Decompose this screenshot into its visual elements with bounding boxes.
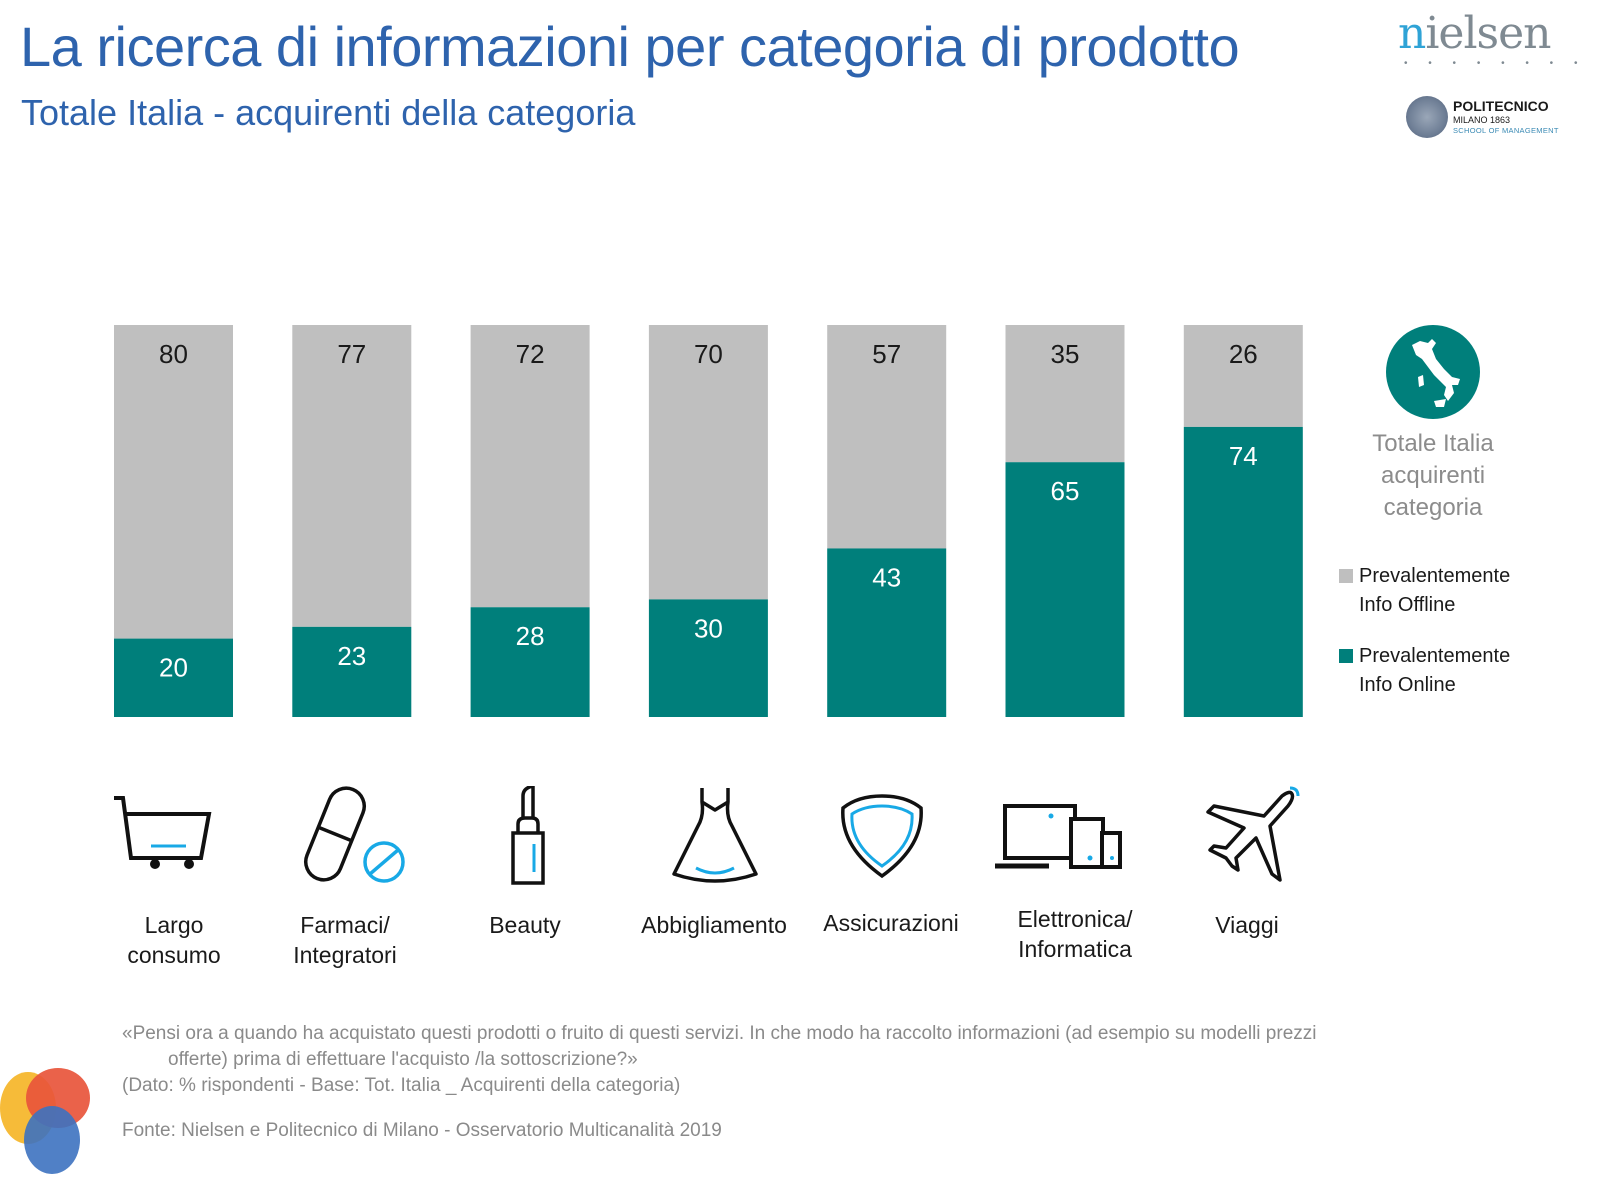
category-label-farmaci: Farmaci/Integratori	[255, 910, 435, 970]
italy-map-icon	[1412, 339, 1460, 407]
bar-offline	[648, 325, 768, 600]
category-label-assicurazioni: Assicurazioni	[801, 910, 981, 938]
pill-icon	[300, 786, 410, 886]
bar-offline	[114, 325, 233, 639]
dress-icon	[660, 786, 770, 886]
politecnico-logo-name: POLITECNICO	[1453, 98, 1549, 114]
data-label-offline: 26	[1229, 339, 1258, 369]
legend-swatch-online	[1339, 649, 1353, 663]
data-label-offline: 57	[872, 339, 901, 369]
bar-online	[1183, 426, 1303, 717]
italy-badge	[1386, 325, 1480, 419]
bar-group: 70 30	[648, 325, 768, 717]
bar-group: 77 23	[292, 325, 412, 717]
legend-label-online: Prevalentemente Info Online	[1359, 642, 1549, 700]
legend-label-offline: Prevalentemente Info Offline	[1359, 562, 1549, 620]
bar-group: 57 43	[827, 325, 947, 717]
data-label-online: 30	[694, 613, 723, 643]
bar-offline	[1005, 325, 1125, 463]
legend-label-line: Prevalentemente	[1359, 645, 1511, 667]
category-label-line: Farmaci/	[300, 912, 390, 938]
data-label-offline: 70	[694, 339, 723, 369]
bar-online	[827, 548, 947, 717]
category-label-abbigliamento: Abbigliamento	[624, 910, 804, 940]
side-note-line: acquirenti	[1380, 462, 1486, 489]
bar-offline	[292, 325, 412, 627]
category-label-line: Beauty	[489, 912, 561, 938]
side-note-line: Totale Italia	[1372, 430, 1494, 457]
politecnico-seal-icon	[1406, 96, 1448, 138]
data-label-online: 20	[159, 653, 188, 683]
nielsen-logo-rest: ielsen	[1425, 8, 1551, 59]
data-label-online: 28	[516, 621, 545, 651]
data-label-offline: 80	[159, 339, 188, 369]
category-label-line: Elettronica/	[1017, 906, 1133, 932]
airplane-icon	[1200, 786, 1310, 886]
politecnico-logo-school: SCHOOL OF MANAGEMENT	[1453, 126, 1559, 135]
footnote: «Pensi ora a quando ha acquistato questi…	[122, 1021, 1482, 1099]
data-label-online: 74	[1229, 441, 1258, 471]
bar-online	[648, 599, 768, 717]
legend-swatch-offline	[1339, 569, 1353, 583]
nielsen-logo-dots: • • • • • • • •	[1404, 58, 1587, 69]
category-label-line: Viaggi	[1215, 912, 1279, 938]
legend-label-line: Prevalentemente	[1359, 565, 1511, 587]
osservatorio-logo-icon	[0, 1068, 90, 1174]
category-label-viaggi: Viaggi	[1157, 910, 1337, 940]
bar-online	[1005, 462, 1125, 717]
data-label-online: 23	[337, 641, 366, 671]
category-label-elettronica: Elettronica/Informatica	[985, 904, 1165, 964]
page-subtitle: Totale Italia - acquirenti della categor…	[21, 92, 636, 133]
category-label-line: Integratori	[293, 942, 397, 968]
bar-offline	[1183, 325, 1303, 427]
legend-label-line: Info Online	[1359, 674, 1456, 696]
shopping-cart-icon	[111, 786, 221, 886]
category-label-line: Largo	[144, 912, 204, 938]
side-note: Totale Italia acquirenti categoria	[1343, 428, 1523, 524]
category-label-beauty: Beauty	[435, 910, 615, 940]
side-note-line: categoria	[1383, 494, 1483, 521]
bar-group: 35 65	[1005, 325, 1125, 717]
data-label-online: 65	[1051, 476, 1080, 506]
footnote-question-line2: offerte) prima di effettuare l'acquisto …	[168, 1049, 638, 1070]
source-note: Fonte: Nielsen e Politecnico di Milano -…	[122, 1120, 722, 1141]
bar-group: 26 74	[1183, 325, 1303, 717]
category-label-line: Abbigliamento	[641, 912, 787, 938]
bar-offline	[470, 325, 590, 608]
bar-group: 72 28	[470, 325, 590, 717]
footnote-base: (Dato: % rispondenti - Base: Tot. Italia…	[122, 1075, 681, 1096]
page-title: La ricerca di informazioni per categoria…	[20, 15, 1240, 78]
bar-online	[292, 626, 412, 717]
data-label-offline: 72	[516, 339, 545, 369]
devices-icon	[995, 786, 1122, 886]
stacked-bar-chart: 80 20 77 23 72 28 70 30 57 43 35 65 26 74	[114, 325, 1303, 717]
data-label-online: 43	[872, 562, 901, 592]
nielsen-logo: nielsen	[1398, 8, 1551, 59]
data-label-offline: 35	[1051, 339, 1080, 369]
category-label-line: Informatica	[1018, 936, 1132, 962]
bar-online	[114, 638, 233, 717]
footnote-question-line1: «Pensi ora a quando ha acquistato questi…	[122, 1023, 1317, 1044]
bar-group: 80 20	[114, 325, 233, 717]
legend-label-line: Info Offline	[1359, 594, 1456, 616]
category-label-line: consumo	[127, 942, 221, 968]
category-label-largo-consumo: Largo consumo	[84, 910, 264, 970]
lipstick-icon	[475, 783, 585, 886]
bar-online	[470, 607, 590, 717]
category-label-line: Assicurazioni	[823, 910, 959, 936]
nielsen-logo-initial: n	[1398, 8, 1426, 59]
data-label-offline: 77	[337, 339, 366, 369]
bar-offline	[827, 325, 947, 549]
shield-icon	[828, 786, 938, 886]
politecnico-logo-city: MILANO 1863	[1453, 115, 1511, 125]
